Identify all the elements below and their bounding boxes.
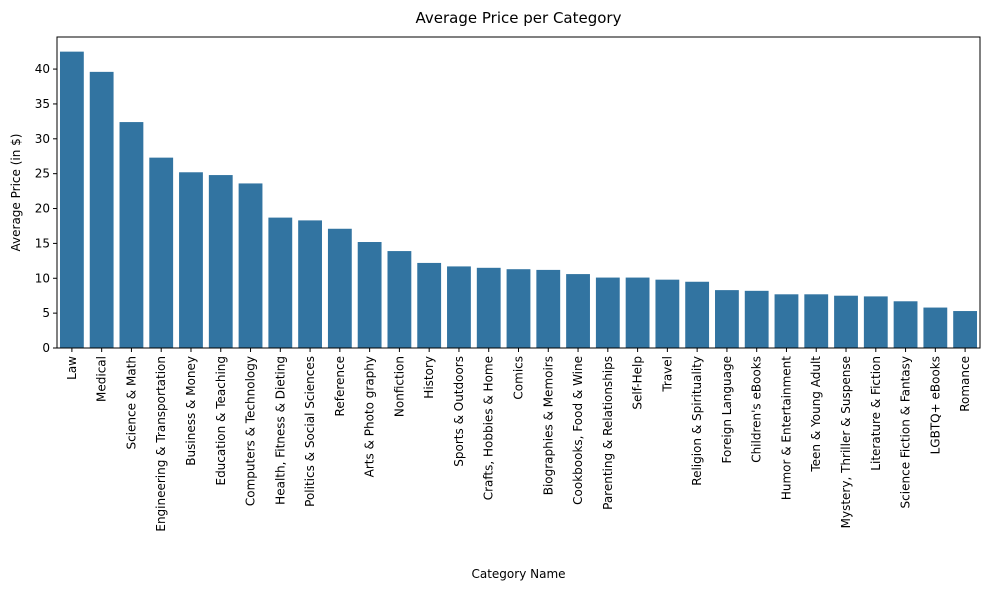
- x-axis-label: Category Name: [471, 567, 565, 581]
- x-tick-label: Nonfiction: [392, 356, 406, 417]
- x-tick-label: Mystery, Thriller & Suspense: [839, 356, 853, 528]
- y-axis-label: Average Price (in $): [9, 134, 23, 252]
- x-tick-label: Education & Teaching: [214, 356, 228, 486]
- x-tick-label: Law: [65, 356, 79, 380]
- bar: [149, 157, 174, 348]
- bar: [417, 262, 442, 348]
- bar: [715, 290, 739, 348]
- bar: [863, 296, 888, 348]
- x-tick-label: Teen & Young Adult: [809, 356, 823, 473]
- x-tick-label: Sports & Outdoors: [452, 356, 466, 467]
- x-axis-ticks: Law Medical Science & Math Engineering & Tr…: [65, 348, 972, 532]
- x-tick-label: Reference: [333, 356, 347, 416]
- x-tick-label: Business & Money: [184, 356, 198, 466]
- bar: [447, 266, 471, 348]
- x-tick-label: Self-Help: [631, 356, 645, 410]
- bar: [655, 279, 680, 348]
- x-tick-label: Politics & Social Sciences: [303, 356, 317, 507]
- bar: [685, 281, 710, 348]
- x-tick-label: LGBTQ+ eBooks: [928, 356, 942, 454]
- bar: [744, 290, 769, 348]
- y-axis-ticks: 0 5 10 15 20 25 30 35 40: [35, 62, 57, 355]
- bar: [387, 251, 412, 348]
- x-tick-label: Foreign Language: [720, 356, 734, 463]
- y-tick-label: 5: [42, 306, 50, 320]
- bar: [774, 294, 799, 348]
- bar: [476, 267, 501, 348]
- bar: [923, 307, 948, 348]
- bar: [179, 172, 203, 348]
- bar: [357, 242, 382, 348]
- y-tick-label: 15: [35, 236, 50, 250]
- y-tick-label: 30: [35, 132, 50, 146]
- bar: [566, 274, 590, 348]
- y-tick-label: 40: [35, 62, 50, 76]
- bar: [89, 71, 114, 348]
- y-tick-label: 25: [35, 167, 50, 181]
- bar: [59, 51, 84, 349]
- bar: [268, 217, 293, 348]
- bar: [506, 269, 531, 348]
- x-tick-label: Parenting & Relationships: [601, 356, 615, 510]
- x-tick-label: Cookbooks, Food & Wine: [571, 356, 585, 505]
- x-tick-label: Arts & Photo graphy: [363, 356, 377, 477]
- y-tick-label: 35: [35, 97, 50, 111]
- x-tick-label: Science Fiction & Fantasy: [899, 356, 913, 508]
- y-tick-label: 20: [35, 202, 50, 216]
- x-tick-label: Humor & Entertainment: [779, 356, 793, 500]
- bar: [327, 228, 352, 348]
- bar: [953, 311, 978, 348]
- bar: [119, 122, 144, 348]
- x-tick-label: Religion & Spirituality: [690, 356, 704, 486]
- bar: [834, 295, 858, 348]
- x-tick-label: Engineering & Transportation: [154, 356, 168, 532]
- bars-group: [59, 51, 978, 349]
- x-tick-label: Medical: [95, 356, 109, 402]
- bar: [595, 277, 620, 348]
- x-tick-label: Travel: [660, 356, 674, 393]
- x-tick-label: Science & Math: [124, 356, 138, 450]
- x-tick-label: Romance: [958, 356, 972, 412]
- bar: [536, 269, 561, 348]
- y-tick-label: 10: [35, 271, 50, 285]
- x-tick-label: Comics: [512, 356, 526, 400]
- y-tick-label: 0: [42, 341, 50, 355]
- bar: [238, 183, 263, 348]
- x-tick-label: Children's eBooks: [750, 356, 764, 463]
- bar: [298, 220, 322, 348]
- bar: [893, 301, 918, 348]
- x-tick-label: Crafts, Hobbies & Home: [482, 356, 496, 500]
- x-tick-label: Computers & Technology: [244, 356, 258, 506]
- bar: [208, 175, 233, 348]
- x-tick-label: History: [422, 356, 436, 399]
- x-tick-label: Literature & Fiction: [869, 356, 883, 471]
- plot-frame: [56, 36, 981, 349]
- bar: [625, 277, 650, 348]
- bar: [804, 294, 829, 348]
- x-tick-label: Health, Fitness & Dieting: [273, 356, 287, 505]
- chart-title: Average Price per Category: [416, 9, 622, 27]
- x-tick-label: Biographies & Memoirs: [541, 356, 555, 495]
